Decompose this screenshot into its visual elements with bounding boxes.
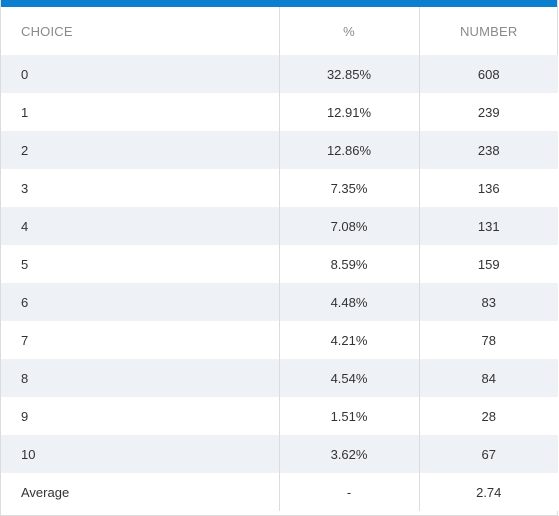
cell-choice: 2 bbox=[1, 131, 280, 169]
cell-number: 2.74 bbox=[419, 473, 558, 511]
table-row: Average -2.74 bbox=[1, 473, 558, 511]
cell-percent: 12.91% bbox=[279, 93, 420, 131]
table-row: 4 7.08% 131 bbox=[1, 207, 558, 245]
table-row: 6 4.48% 83 bbox=[1, 283, 558, 321]
table-row: 1 12.91% 239 bbox=[1, 93, 558, 131]
cell-percent: 4.54% bbox=[279, 359, 420, 397]
cell-number: 78 bbox=[419, 321, 558, 359]
cell-number: 159 bbox=[419, 245, 558, 283]
table-row: 2 12.86% 238 bbox=[1, 131, 558, 169]
cell-number: 136 bbox=[419, 169, 558, 207]
cell-choice: Average bbox=[1, 473, 280, 511]
table-row: 9 1.51% 28 bbox=[1, 397, 558, 435]
cell-percent: 7.35% bbox=[279, 169, 420, 207]
cell-number: 28 bbox=[419, 397, 558, 435]
table-row: 3 7.35% 136 bbox=[1, 169, 558, 207]
cell-percent: 1.51% bbox=[279, 397, 420, 435]
cell-percent: 8.59% bbox=[279, 245, 420, 283]
results-table: CHOICE % NUMBER 0 32.85% 608 1 12.91% 239 2 12.… bbox=[1, 7, 558, 511]
cell-number: 83 bbox=[419, 283, 558, 321]
cell-percent: 12.86% bbox=[279, 131, 420, 169]
cell-percent: - bbox=[279, 473, 420, 511]
cell-choice: 5 bbox=[1, 245, 280, 283]
cell-choice: 6 bbox=[1, 283, 280, 321]
cell-number: 238 bbox=[419, 131, 558, 169]
table-row: 5 8.59% 159 bbox=[1, 245, 558, 283]
table-header-row: CHOICE % NUMBER bbox=[1, 7, 558, 55]
table-row: 7 4.21% 78 bbox=[1, 321, 558, 359]
cell-percent: 32.85% bbox=[279, 55, 420, 93]
cell-percent: 4.21% bbox=[279, 321, 420, 359]
cell-number: 84 bbox=[419, 359, 558, 397]
accent-top-bar bbox=[1, 0, 557, 7]
cell-choice: 0 bbox=[1, 55, 280, 93]
cell-choice: 10 bbox=[1, 435, 280, 473]
header-percent[interactable]: % bbox=[279, 7, 420, 55]
cell-percent: 7.08% bbox=[279, 207, 420, 245]
table-row: 10 3.62% 67 bbox=[1, 435, 558, 473]
cell-number: 608 bbox=[419, 55, 558, 93]
cell-choice: 7 bbox=[1, 321, 280, 359]
header-number[interactable]: NUMBER bbox=[459, 23, 518, 39]
cell-percent: 3.62% bbox=[279, 435, 420, 473]
header-choice[interactable]: CHOICE bbox=[1, 7, 280, 55]
cell-number: 131 bbox=[419, 207, 558, 245]
table-row: 8 4.54% 84 bbox=[1, 359, 558, 397]
cell-choice: 8 bbox=[1, 359, 280, 397]
cell-choice: 9 bbox=[1, 397, 280, 435]
cell-choice: 1 bbox=[1, 93, 280, 131]
cell-number: 67 bbox=[419, 435, 558, 473]
table-row: 0 32.85% 608 bbox=[1, 55, 558, 93]
cell-choice: 3 bbox=[1, 169, 280, 207]
cell-number: 239 bbox=[419, 93, 558, 131]
cell-choice: 4 bbox=[1, 207, 280, 245]
table-body: 0 32.85% 608 1 12.91% 239 2 12.86% 238 3 7.35% 136 4… bbox=[1, 55, 558, 511]
cell-percent: 4.48% bbox=[279, 283, 420, 321]
